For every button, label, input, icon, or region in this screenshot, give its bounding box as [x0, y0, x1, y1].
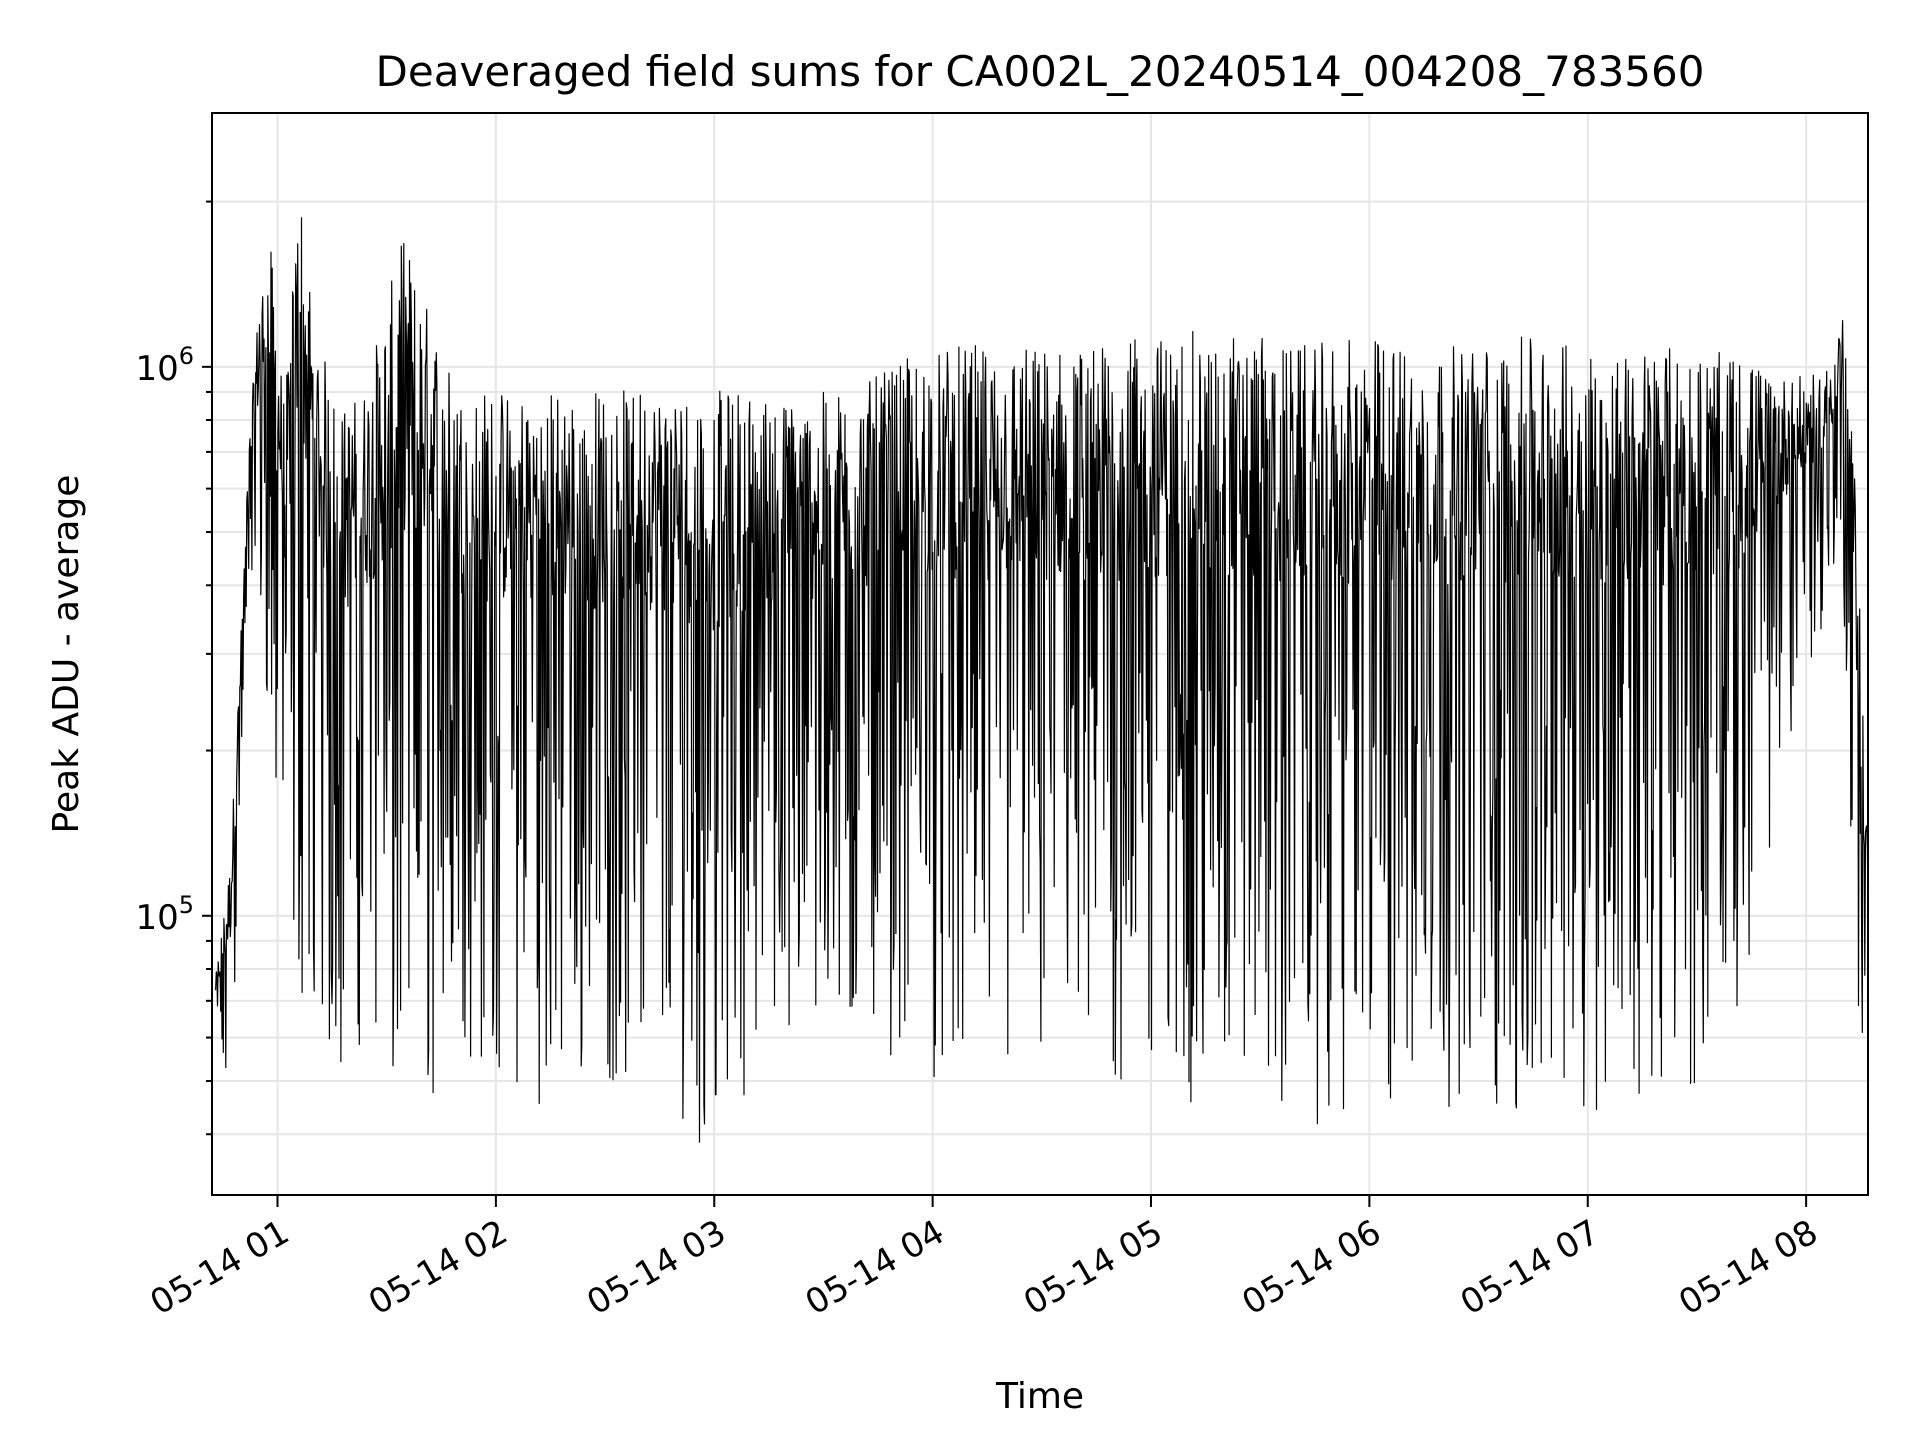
y-axis-label: Peak ADU - average [46, 475, 87, 834]
series-line [215, 217, 1869, 1143]
y-tick-label: 105 [135, 891, 194, 938]
y-tick-label: 106 [135, 342, 194, 389]
y-tick-base: 10 [135, 349, 178, 389]
chart-title: Deaveraged field sums for CA002L_2024051… [376, 47, 1705, 96]
y-tick-exponent: 5 [179, 891, 194, 919]
y-tick-exponent: 6 [179, 342, 194, 370]
x-axis-label: Time [995, 1376, 1084, 1417]
y-tick-base: 10 [135, 898, 178, 938]
series-line-layer [215, 217, 1869, 1143]
